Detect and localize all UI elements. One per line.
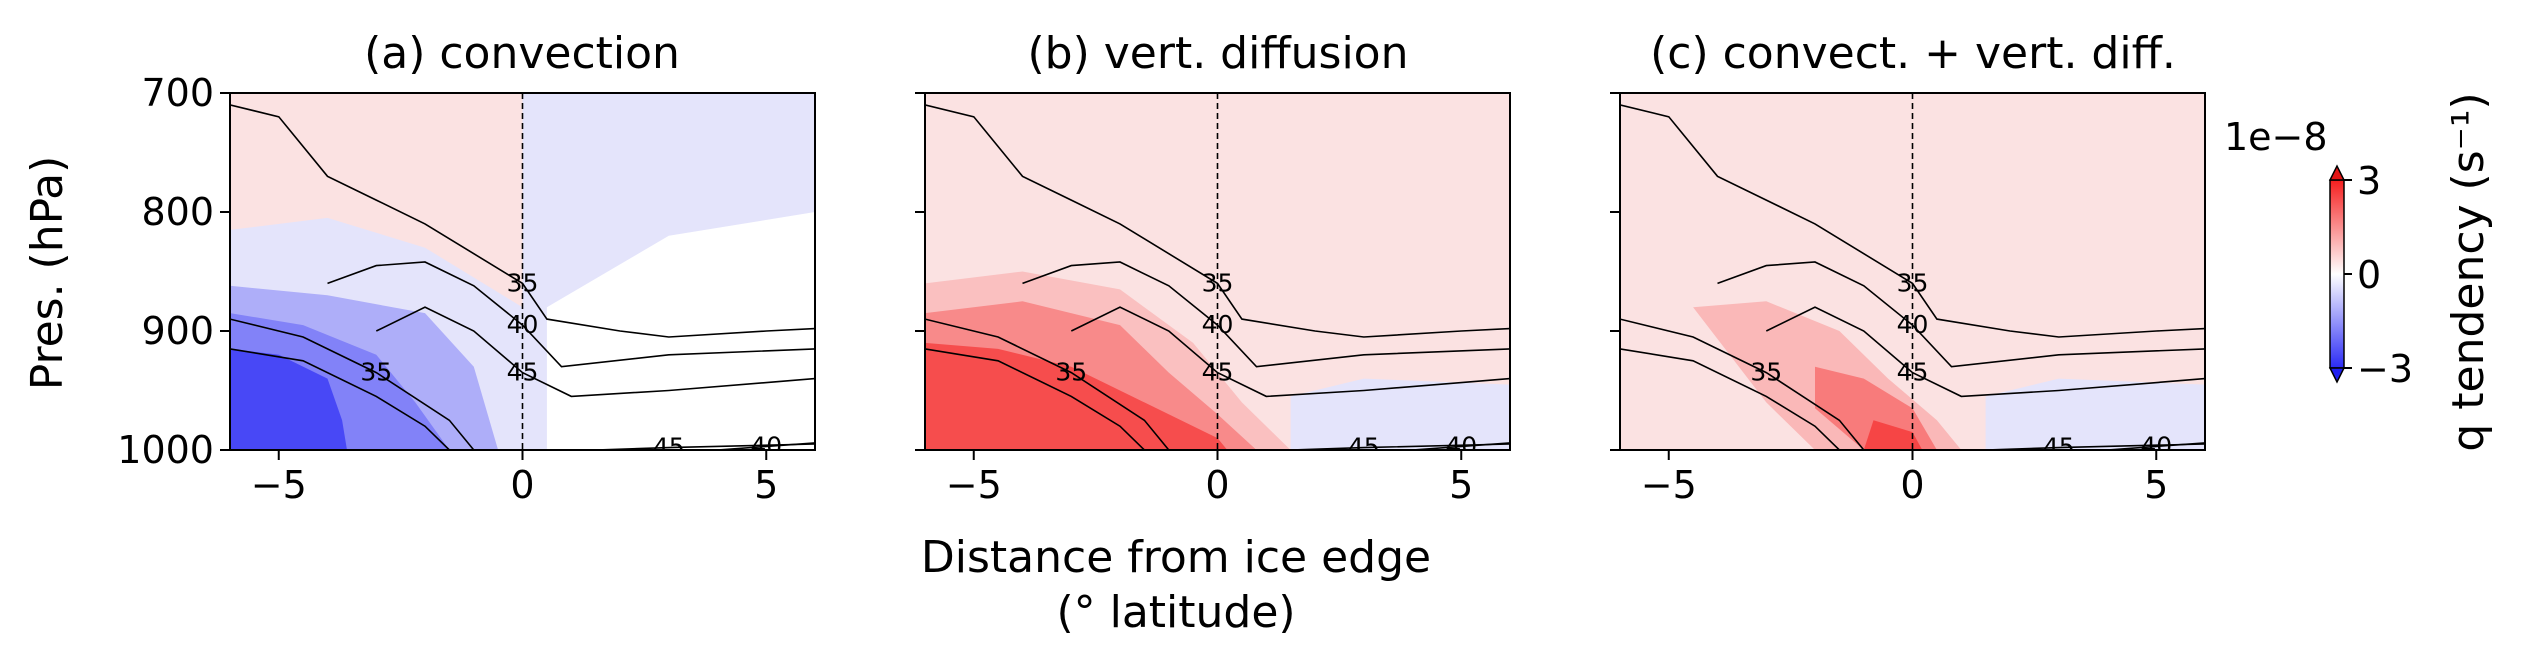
contour-label: 35 [1750, 358, 1782, 387]
y-tick-label: 700 [141, 71, 214, 115]
contour-line [1765, 306, 2205, 398]
contour-line [1412, 442, 1510, 450]
colorbar-multiplier: 1e−8 [2224, 115, 2328, 159]
colorbar-gradient [2329, 179, 2345, 369]
colorbar-extend-max [2328, 164, 2346, 181]
contour-label: 45 [2043, 433, 2075, 462]
contour-line [925, 348, 1145, 450]
contour-line [1620, 318, 1865, 450]
x-tick-label: 5 [2144, 463, 2168, 507]
contour-line [327, 261, 815, 368]
y-tick-label: 800 [141, 190, 214, 234]
colorbar-tick-max: 3 [2357, 159, 2381, 203]
filled-contour-region [522, 93, 815, 450]
contour-line [230, 318, 475, 450]
contour-label: 40 [2140, 431, 2172, 460]
x-tick-label: 0 [1900, 463, 1924, 507]
contour-label: 35 [1055, 358, 1087, 387]
x-tick-label: −5 [1641, 463, 1697, 507]
x-tick-label: −5 [946, 463, 1002, 507]
contour-label: 45 [507, 358, 539, 387]
y-tick-label: 1000 [117, 428, 214, 472]
panel-title: (a) convection [364, 28, 680, 79]
contour-line [230, 104, 815, 338]
x-tick-label: 5 [754, 463, 778, 507]
contour-label: 45 [653, 433, 685, 462]
panel-title: (b) vert. diffusion [1028, 28, 1409, 79]
contour-label: 45 [1348, 433, 1380, 462]
y-axis-label: Pres. (hPa) [22, 156, 73, 391]
colorbar-label: q tendency (s⁻¹) [2443, 92, 2494, 451]
x-tick-label: −5 [251, 463, 307, 507]
x-axis-label-line2: (° latitude) [1056, 587, 1295, 638]
contour-line [2107, 442, 2205, 450]
colorbar-tick-min: −3 [2357, 347, 2413, 391]
contour-line [717, 442, 815, 450]
filled-contour-region [925, 342, 1228, 450]
filled-contour-region [1815, 366, 1937, 450]
x-tick-label: 0 [510, 463, 534, 507]
contour-line [1620, 104, 2205, 338]
x-axis-label-line1: Distance from ice edge [921, 532, 1431, 583]
contour-line [925, 104, 1510, 338]
filled-contour-region [230, 348, 347, 450]
contour-line [1717, 261, 2205, 368]
panel-title: (c) convect. + vert. diff. [1650, 28, 2176, 79]
contour-label: 35 [360, 358, 392, 387]
x-tick-label: 5 [1449, 463, 1473, 507]
contour-line [230, 348, 450, 450]
filled-contour-region [1985, 378, 2205, 450]
colorbar: 3 0 −3 1e−8 q tendency (s⁻¹) [2224, 92, 2494, 451]
contour-line [375, 306, 815, 398]
contour-line [1022, 261, 1510, 368]
x-tick-label: 0 [1205, 463, 1229, 507]
contour-label: 40 [1445, 431, 1477, 460]
contour-line [925, 318, 1170, 450]
colorbar-tick-zero: 0 [2357, 253, 2381, 297]
contour-line [1070, 306, 1510, 398]
contour-label: 40 [750, 431, 782, 460]
contour-label: 45 [1202, 358, 1234, 387]
y-tick-label: 900 [141, 309, 214, 353]
filled-contour-region [1290, 378, 1510, 450]
contour-line [1620, 348, 1840, 450]
colorbar-extend-min [2328, 367, 2346, 384]
filled-contour-region [1863, 420, 1923, 450]
contour-label: 45 [1897, 358, 1929, 387]
